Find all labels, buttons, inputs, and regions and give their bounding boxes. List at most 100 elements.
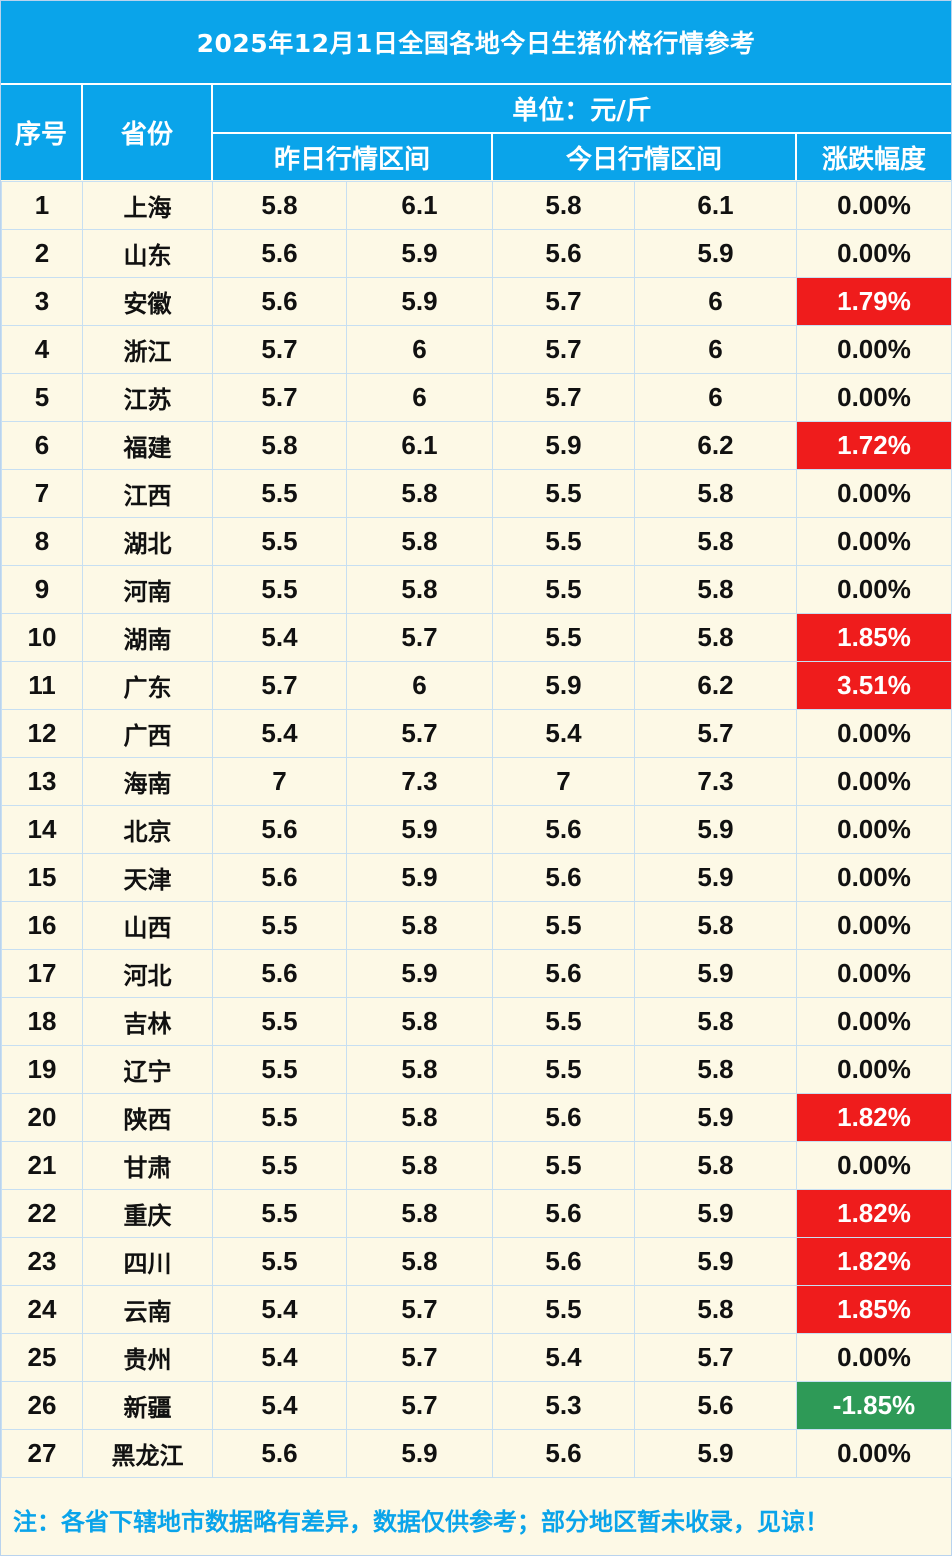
today-low: 5.6 — [492, 1429, 635, 1478]
today-low: 5.7 — [492, 325, 635, 374]
yesterday-high: 5.9 — [346, 1429, 493, 1478]
row-province: 湖南 — [82, 613, 213, 662]
yesterday-low: 5.8 — [212, 421, 347, 470]
yesterday-high: 5.8 — [346, 517, 493, 566]
change-percent: 0.00% — [796, 181, 952, 230]
today-low: 5.5 — [492, 1141, 635, 1190]
change-percent: 0.00% — [796, 325, 952, 374]
yesterday-high: 5.9 — [346, 853, 493, 902]
change-percent: 0.00% — [796, 565, 952, 614]
yesterday-low: 5.7 — [212, 373, 347, 422]
today-high: 6.1 — [634, 181, 797, 230]
header-yesterday-range: 昨日行情区间 — [213, 134, 491, 180]
yesterday-high: 6.1 — [346, 421, 493, 470]
yesterday-low: 5.5 — [212, 1141, 347, 1190]
row-province: 重庆 — [82, 1189, 213, 1238]
table-row: 25 贵州 5.4 5.7 5.4 5.7 0.00% — [1, 1333, 952, 1382]
today-low: 5.5 — [492, 613, 635, 662]
table-row: 18 吉林 5.5 5.8 5.5 5.8 0.00% — [1, 997, 952, 1046]
yesterday-low: 5.5 — [212, 997, 347, 1046]
table-row: 23 四川 5.5 5.8 5.6 5.9 1.82% — [1, 1237, 952, 1286]
row-index: 19 — [1, 1045, 83, 1094]
table-row: 6 福建 5.8 6.1 5.9 6.2 1.72% — [1, 421, 952, 470]
yesterday-high: 6 — [346, 325, 493, 374]
row-index: 27 — [1, 1429, 83, 1478]
change-percent: 1.79% — [796, 277, 952, 326]
yesterday-low: 5.5 — [212, 469, 347, 518]
today-low: 5.4 — [492, 1333, 635, 1382]
today-high: 5.8 — [634, 901, 797, 950]
table-row: 15 天津 5.6 5.9 5.6 5.9 0.00% — [1, 853, 952, 902]
today-high: 5.9 — [634, 1093, 797, 1142]
row-province: 山西 — [82, 901, 213, 950]
today-high: 5.8 — [634, 565, 797, 614]
change-percent: 0.00% — [796, 949, 952, 998]
today-low: 5.6 — [492, 805, 635, 854]
change-percent: 0.00% — [796, 1429, 952, 1478]
yesterday-high: 5.8 — [346, 997, 493, 1046]
today-low: 5.5 — [492, 469, 635, 518]
today-high: 6.2 — [634, 421, 797, 470]
today-high: 5.7 — [634, 1333, 797, 1382]
row-province: 江西 — [82, 469, 213, 518]
row-province: 新疆 — [82, 1381, 213, 1430]
change-percent: 0.00% — [796, 901, 952, 950]
row-index: 23 — [1, 1237, 83, 1286]
today-high: 6 — [634, 325, 797, 374]
yesterday-high: 5.8 — [346, 901, 493, 950]
change-percent: 3.51% — [796, 661, 952, 710]
yesterday-high: 5.7 — [346, 709, 493, 758]
change-percent: 0.00% — [796, 805, 952, 854]
change-percent: 1.82% — [796, 1189, 952, 1238]
today-high: 5.9 — [634, 949, 797, 998]
row-index: 2 — [1, 229, 83, 278]
today-low: 5.7 — [492, 373, 635, 422]
change-percent: 1.82% — [796, 1237, 952, 1286]
yesterday-low: 5.5 — [212, 565, 347, 614]
yesterday-high: 5.8 — [346, 1141, 493, 1190]
today-high: 5.9 — [634, 1237, 797, 1286]
today-low: 5.6 — [492, 1237, 635, 1286]
row-province: 甘肃 — [82, 1141, 213, 1190]
today-high: 6 — [634, 373, 797, 422]
yesterday-low: 5.5 — [212, 1045, 347, 1094]
yesterday-high: 5.7 — [346, 613, 493, 662]
yesterday-low: 7 — [212, 757, 347, 806]
header-change: 涨跌幅度 — [797, 134, 951, 180]
yesterday-high: 5.7 — [346, 1381, 493, 1430]
row-province: 海南 — [82, 757, 213, 806]
row-province: 四川 — [82, 1237, 213, 1286]
row-province: 浙江 — [82, 325, 213, 374]
row-province: 辽宁 — [82, 1045, 213, 1094]
row-index: 5 — [1, 373, 83, 422]
yesterday-low: 5.8 — [212, 181, 347, 230]
row-index: 25 — [1, 1333, 83, 1382]
today-high: 5.6 — [634, 1381, 797, 1430]
row-province: 陕西 — [82, 1093, 213, 1142]
row-province: 湖北 — [82, 517, 213, 566]
row-index: 3 — [1, 277, 83, 326]
change-percent: 0.00% — [796, 1045, 952, 1094]
table-row: 27 黑龙江 5.6 5.9 5.6 5.9 0.00% — [1, 1429, 952, 1478]
change-percent: 1.85% — [796, 613, 952, 662]
today-low: 5.7 — [492, 277, 635, 326]
change-percent: 0.00% — [796, 229, 952, 278]
yesterday-high: 6.1 — [346, 181, 493, 230]
yesterday-high: 5.7 — [346, 1333, 493, 1382]
yesterday-low: 5.4 — [212, 1285, 347, 1334]
row-index: 22 — [1, 1189, 83, 1238]
today-high: 5.9 — [634, 1429, 797, 1478]
header-unit: 单位：元/斤 — [213, 85, 951, 132]
today-high: 6 — [634, 277, 797, 326]
row-province: 广西 — [82, 709, 213, 758]
today-low: 5.5 — [492, 1045, 635, 1094]
table-row: 17 河北 5.6 5.9 5.6 5.9 0.00% — [1, 949, 952, 998]
today-high: 5.8 — [634, 613, 797, 662]
yesterday-low: 5.4 — [212, 1333, 347, 1382]
row-province: 吉林 — [82, 997, 213, 1046]
change-percent: 0.00% — [796, 709, 952, 758]
yesterday-high: 6 — [346, 373, 493, 422]
row-index: 11 — [1, 661, 83, 710]
yesterday-low: 5.5 — [212, 1093, 347, 1142]
